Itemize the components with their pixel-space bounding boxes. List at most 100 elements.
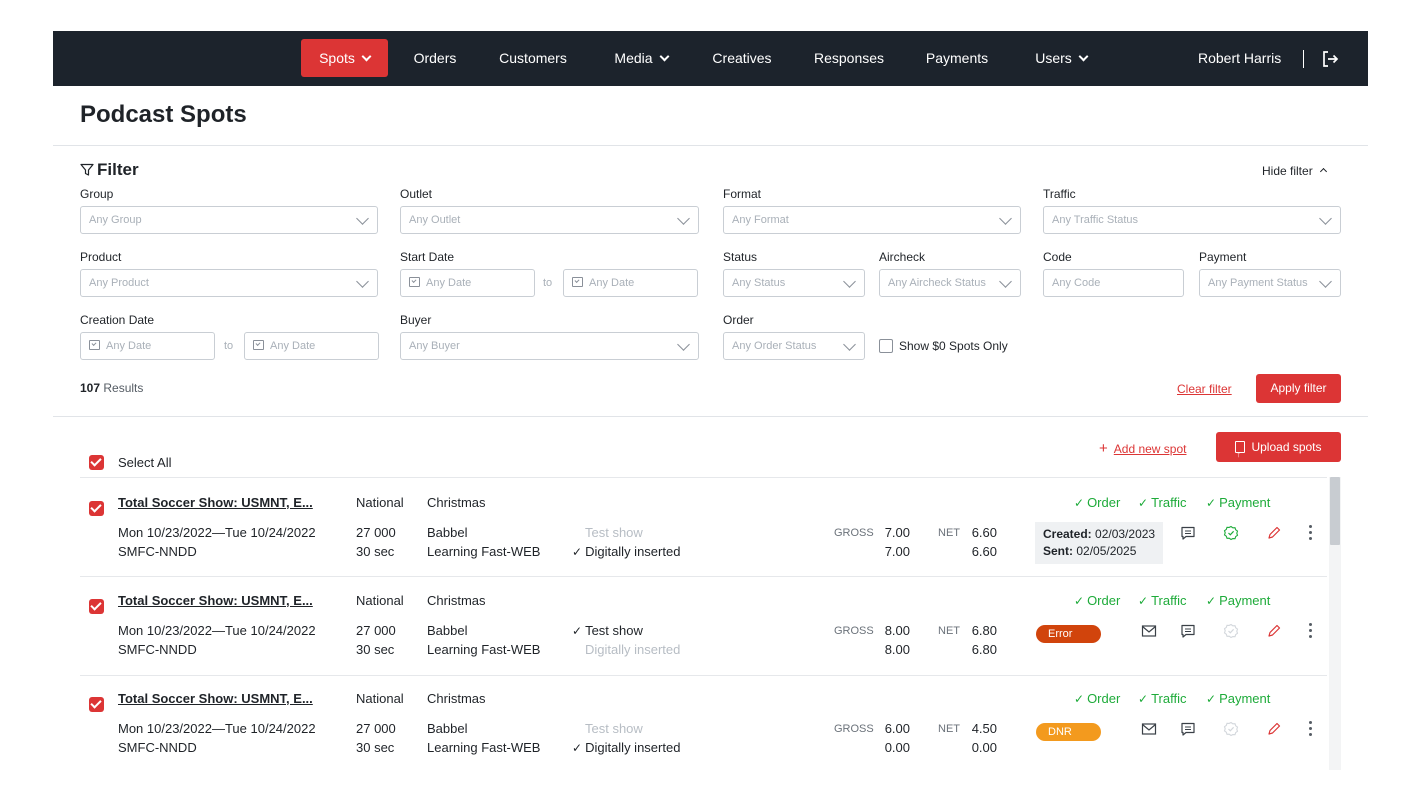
start-date-to-label: to — [543, 277, 553, 289]
format-select[interactable]: Any Format — [723, 206, 1021, 234]
select-all-label[interactable]: Select All — [118, 455, 172, 470]
spot-campaign: Christmas — [427, 593, 486, 608]
comment-icon[interactable] — [1180, 525, 1196, 541]
more-options-icon[interactable] — [1307, 623, 1313, 641]
scrollbar-thumb[interactable] — [1330, 477, 1340, 545]
outlet-select[interactable]: Any Outlet — [400, 206, 699, 234]
product-select[interactable]: Any Product — [80, 269, 378, 297]
traffic-status-label: Traffic — [1151, 495, 1187, 510]
digital-label: Digitally inserted — [585, 544, 681, 559]
chevron-down-icon — [677, 212, 690, 225]
hide-filter-label: Hide filter — [1262, 164, 1313, 178]
traffic-label: Traffic — [1043, 187, 1076, 201]
spot-dates: Mon 10/23/2022—Tue 10/24/2022 — [118, 525, 316, 540]
code-placeholder: Any Code — [1052, 277, 1101, 289]
code-input[interactable]: Any Code — [1043, 269, 1184, 297]
nav-customers[interactable]: Customers — [490, 39, 576, 77]
upload-spots-button[interactable]: Upload spots — [1216, 432, 1341, 469]
row-divider — [80, 576, 1327, 577]
traffic-status-label: Traffic — [1151, 593, 1187, 608]
select-all-checkbox[interactable] — [89, 455, 104, 470]
creation-date-from-input[interactable]: Any Date — [80, 332, 215, 360]
row-checkbox[interactable] — [89, 697, 104, 712]
group-select[interactable]: Any Group — [80, 206, 378, 234]
spot-row: Total Soccer Show: USMNT, E... Mon 10/23… — [80, 576, 1327, 674]
logout-icon[interactable] — [1321, 50, 1339, 68]
check-icon: ✓ — [1206, 496, 1217, 510]
payment-status-label: Payment — [1219, 495, 1271, 510]
status-placeholder: Any Status — [732, 277, 786, 289]
digital-status: ✓ Digitally inserted — [572, 544, 680, 559]
gross-value: 6.00 — [884, 721, 910, 736]
creation-date-to-input[interactable]: Any Date — [244, 332, 379, 360]
aircheck-placeholder: Any Aircheck Status — [888, 277, 986, 289]
sent-label: Sent: — [1043, 544, 1073, 558]
verified-icon[interactable] — [1223, 721, 1239, 737]
edit-icon[interactable] — [1266, 721, 1282, 737]
created-line: Created: 02/03/2023 — [1043, 526, 1155, 543]
row-checkbox[interactable] — [89, 599, 104, 614]
nav-orders[interactable]: Orders — [403, 39, 467, 77]
chevron-down-icon — [659, 51, 670, 62]
more-options-icon[interactable] — [1307, 525, 1313, 543]
traffic-select[interactable]: Any Traffic Status — [1043, 206, 1341, 234]
sent-line: Sent: 02/05/2025 — [1043, 543, 1155, 560]
edit-icon[interactable] — [1266, 525, 1282, 541]
order-status: ✓ Order — [1074, 495, 1120, 510]
check-icon: ✓ — [1206, 594, 1217, 608]
comment-icon[interactable] — [1180, 623, 1196, 639]
show-zero-checkbox[interactable] — [879, 339, 893, 353]
nav-spots[interactable]: Spots — [301, 39, 388, 77]
verified-icon[interactable] — [1223, 623, 1239, 639]
nav-media[interactable]: Media — [604, 39, 678, 77]
spot-type: National — [356, 593, 404, 608]
payment-status-label: Payment — [1219, 593, 1271, 608]
nav-responses[interactable]: Responses — [806, 39, 892, 77]
user-name[interactable]: Robert Harris — [1198, 50, 1282, 66]
comment-icon[interactable] — [1180, 721, 1196, 737]
chevron-down-icon — [1319, 212, 1332, 225]
spot-title-link[interactable]: Total Soccer Show: USMNT, E... — [118, 691, 313, 706]
gross-value-2: 7.00 — [884, 544, 910, 559]
spot-creative: Learning Fast-WEB — [427, 642, 541, 657]
gross-value: 8.00 — [884, 623, 910, 638]
hide-filter-toggle[interactable]: Hide filter — [1262, 164, 1327, 178]
traffic-status: ✓ Traffic — [1138, 495, 1186, 510]
nav-responses-label: Responses — [813, 50, 885, 66]
nav-payments[interactable]: Payments — [919, 39, 995, 77]
upload-file-icon — [1235, 439, 1246, 469]
apply-filter-button[interactable]: Apply filter — [1256, 374, 1341, 403]
add-new-spot-link[interactable]: + Add new spot — [1099, 440, 1186, 457]
start-date-from-input[interactable]: Any Date — [400, 269, 535, 297]
gross-label: GROSS — [834, 527, 874, 539]
spot-title-link[interactable]: Total Soccer Show: USMNT, E... — [118, 495, 313, 510]
verified-icon[interactable] — [1223, 525, 1239, 541]
created-label: Created: — [1043, 527, 1092, 541]
spot-title-link[interactable]: Total Soccer Show: USMNT, E... — [118, 593, 313, 608]
order-select[interactable]: Any Order Status — [723, 332, 865, 360]
buyer-select[interactable]: Any Buyer — [400, 332, 699, 360]
edit-icon[interactable] — [1266, 623, 1282, 639]
results-label: Results — [103, 381, 144, 395]
start-date-to-input[interactable]: Any Date — [563, 269, 698, 297]
clear-filter-link[interactable]: Clear filter — [1177, 382, 1232, 396]
mail-icon[interactable] — [1141, 623, 1157, 639]
row-checkbox[interactable] — [89, 501, 104, 516]
show-zero-label[interactable]: Show $0 Spots Only — [899, 339, 1008, 353]
nav-payments-label: Payments — [925, 50, 989, 66]
traffic-status-label: Traffic — [1151, 691, 1187, 706]
aircheck-select[interactable]: Any Aircheck Status — [879, 269, 1021, 297]
nav-creatives[interactable]: Creatives — [704, 39, 780, 77]
filter-icon — [80, 163, 94, 176]
status-select[interactable]: Any Status — [723, 269, 865, 297]
scrollbar-track[interactable] — [1329, 477, 1341, 770]
payment-select[interactable]: Any Payment Status — [1199, 269, 1341, 297]
net-value-2: 6.60 — [971, 544, 997, 559]
nav-users[interactable]: Users — [1025, 39, 1097, 77]
nav-separator — [1303, 50, 1304, 68]
check-icon: ✓ — [572, 624, 583, 638]
order-label: Order — [723, 313, 754, 327]
mail-icon[interactable] — [1141, 721, 1157, 737]
more-options-icon[interactable] — [1307, 721, 1313, 739]
page-title: Podcast Spots — [80, 101, 247, 128]
